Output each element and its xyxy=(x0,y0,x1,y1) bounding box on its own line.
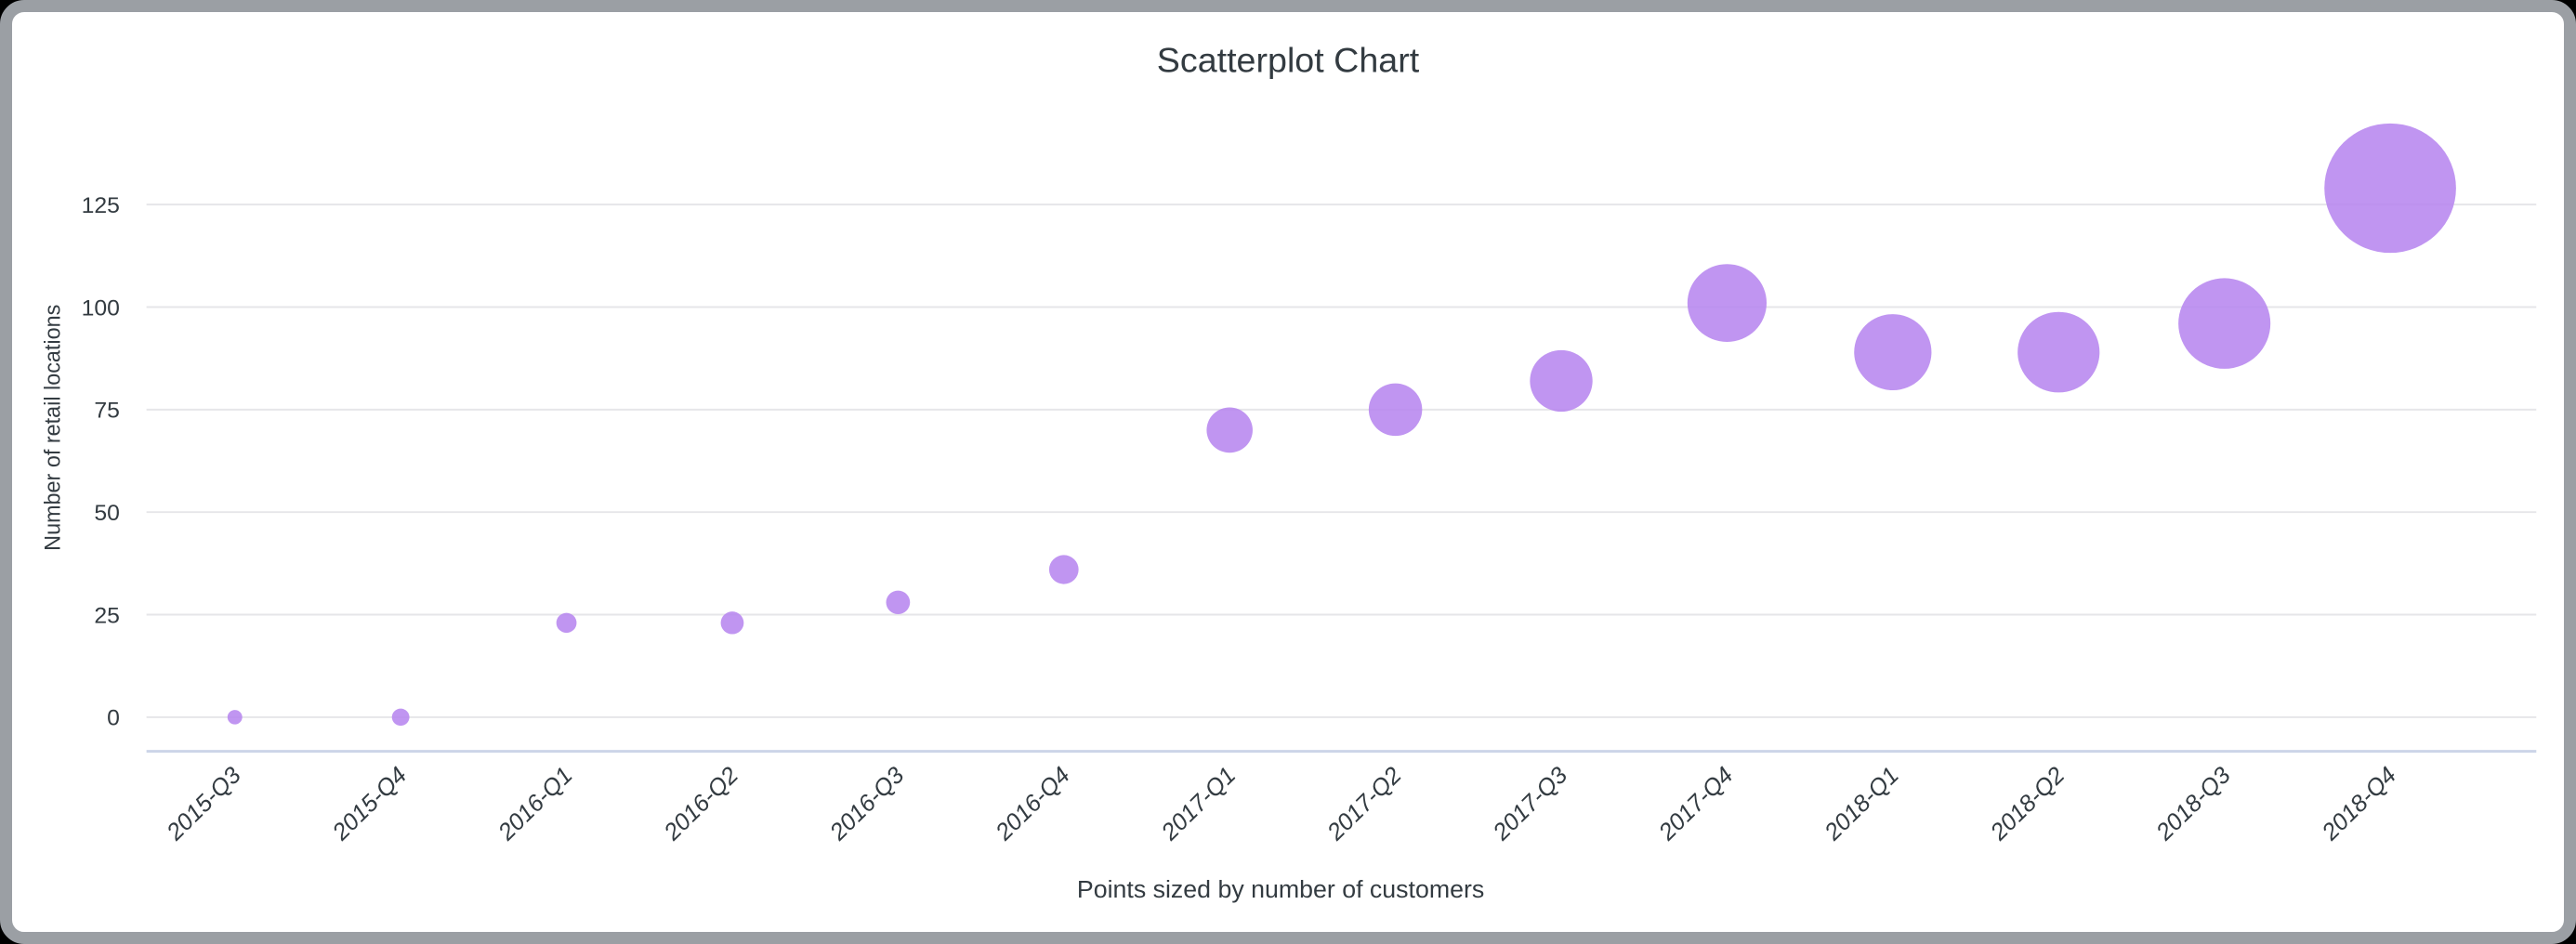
data-point[interactable] xyxy=(2178,278,2271,369)
data-point[interactable] xyxy=(886,590,911,614)
chart-title: Scatterplot Chart xyxy=(1157,41,1420,80)
data-point[interactable] xyxy=(2017,311,2100,393)
x-tick-label: 2015-Q3 xyxy=(161,762,246,846)
data-point[interactable] xyxy=(227,710,243,725)
y-axis-tick-labels: 0 25 50 75 100 125 xyxy=(82,193,120,730)
x-tick-label: 2017-Q2 xyxy=(1321,762,1407,846)
x-tick-label: 2017-Q3 xyxy=(1488,762,1573,846)
x-tick-label: 2016-Q1 xyxy=(493,762,578,846)
y-tick-label: 25 xyxy=(94,603,120,628)
x-axis-tick-labels: 2015-Q3 2015-Q4 2016-Q1 2016-Q2 2016-Q3 2016-… xyxy=(161,762,2401,846)
scatter-chart: 0 25 50 75 100 125 2015-Q3 2015-Q4 2016-Q1 2016-… xyxy=(40,41,2537,903)
y-tick-label: 0 xyxy=(107,706,120,731)
y-tick-label: 125 xyxy=(82,193,120,218)
data-point[interactable] xyxy=(1530,349,1593,413)
data-point[interactable] xyxy=(1687,264,1768,342)
y-tick-label: 50 xyxy=(94,501,120,526)
data-point[interactable] xyxy=(720,611,744,635)
y-tick-label: 100 xyxy=(82,295,120,321)
data-points xyxy=(227,123,2456,727)
x-tick-label: 2018-Q2 xyxy=(1985,762,2070,846)
x-tick-label: 2015-Q4 xyxy=(327,762,413,846)
x-axis-title: Points sized by number of customers xyxy=(1077,875,1484,903)
data-point[interactable] xyxy=(1048,555,1079,584)
data-point[interactable] xyxy=(1854,314,1932,390)
x-tick-label: 2017-Q4 xyxy=(1653,762,1739,846)
x-tick-label: 2018-Q3 xyxy=(2150,762,2236,846)
x-tick-label: 2017-Q1 xyxy=(1156,762,1242,846)
data-point[interactable] xyxy=(391,708,410,727)
data-point[interactable] xyxy=(2324,123,2456,254)
data-point[interactable] xyxy=(556,612,577,634)
x-tick-label: 2016-Q3 xyxy=(824,762,910,846)
x-tick-label: 2016-Q2 xyxy=(659,762,744,846)
x-tick-label: 2016-Q4 xyxy=(990,762,1075,846)
data-point[interactable] xyxy=(1206,407,1253,453)
x-tick-label: 2018-Q4 xyxy=(2317,762,2402,846)
gridlines xyxy=(146,203,2537,718)
data-point[interactable] xyxy=(1368,383,1423,437)
y-tick-label: 75 xyxy=(94,399,120,424)
y-axis-title: Number of retail locations xyxy=(40,305,64,551)
x-tick-label: 2018-Q1 xyxy=(1820,762,1905,846)
